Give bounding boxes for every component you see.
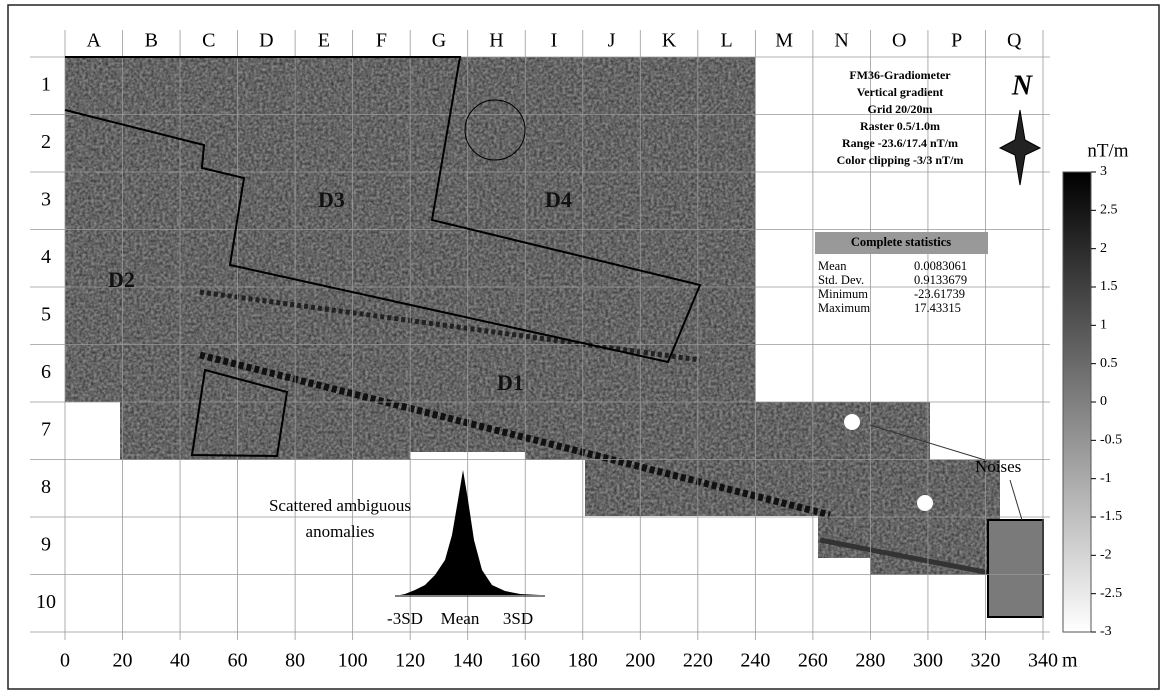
color-bar-label: -1.5 xyxy=(1100,509,1122,524)
column-label: D xyxy=(259,30,273,52)
x-tick-label: 320 xyxy=(970,650,1000,672)
stat-name: Minimum xyxy=(818,287,868,301)
color-bar-label: 1 xyxy=(1100,318,1107,333)
info-line: Vertical gradient xyxy=(857,85,944,99)
x-tick-label: 280 xyxy=(855,650,885,672)
zone-label: D1 xyxy=(497,370,524,395)
x-tick-label: 0 xyxy=(60,650,70,672)
noise-box xyxy=(988,520,1043,617)
x-tick-label: 100 xyxy=(338,650,368,672)
color-bar-label: -2.5 xyxy=(1100,586,1122,601)
info-line: Range -23.6/17.4 nT/m xyxy=(842,136,958,150)
x-tick-label: 80 xyxy=(285,650,305,672)
noise-spot xyxy=(844,414,860,430)
column-label: M xyxy=(775,30,793,52)
x-axis-unit: m xyxy=(1062,650,1078,672)
row-label: 4 xyxy=(41,246,51,268)
x-tick-label: 340 xyxy=(1028,650,1058,672)
row-label: 10 xyxy=(36,591,56,613)
color-bar-label: 2.5 xyxy=(1100,203,1118,218)
column-label: H xyxy=(489,30,503,52)
stats-title: Complete statistics xyxy=(851,235,951,249)
x-tick-label: 260 xyxy=(798,650,828,672)
row-label: 3 xyxy=(41,188,51,210)
zone-label: D2 xyxy=(108,267,135,292)
row-label: 9 xyxy=(41,533,51,555)
x-tick-label: 140 xyxy=(453,650,483,672)
column-label: F xyxy=(376,30,387,52)
x-tick-label: 160 xyxy=(510,650,540,672)
stat-name: Maximum xyxy=(818,301,870,315)
x-tick-label: 240 xyxy=(740,650,770,672)
north-arrow xyxy=(1000,110,1040,185)
histogram-label: -3SD xyxy=(387,609,423,628)
row-label: 7 xyxy=(41,418,51,440)
color-bar-label: 0 xyxy=(1100,394,1107,409)
north-label: N xyxy=(1011,70,1034,101)
zone-label: D4 xyxy=(545,187,572,212)
x-tick-label: 300 xyxy=(913,650,943,672)
noise-spot xyxy=(917,495,933,511)
column-label: P xyxy=(951,30,962,52)
column-label: B xyxy=(145,30,158,52)
info-line: Raster 0.5/1.0m xyxy=(860,119,940,133)
column-label: E xyxy=(318,30,330,52)
column-label: K xyxy=(662,30,677,52)
column-label: Q xyxy=(1007,30,1022,52)
row-label: 8 xyxy=(41,476,51,498)
column-label: A xyxy=(87,30,102,52)
column-label: I xyxy=(551,30,558,52)
stat-name: Std. Dev. xyxy=(818,273,864,287)
color-bar-unit: nT/m xyxy=(1087,140,1128,161)
row-label: 5 xyxy=(41,303,51,325)
histogram-label: Mean xyxy=(441,609,480,628)
annotation: Scattered ambiguous xyxy=(269,496,411,515)
column-label: C xyxy=(202,30,215,52)
annotation: anomalies xyxy=(306,522,375,541)
color-bar-label: 3 xyxy=(1100,164,1107,179)
stat-value: 0.9133679 xyxy=(914,273,967,287)
x-tick-label: 220 xyxy=(683,650,713,672)
column-label: G xyxy=(432,30,446,52)
column-label: O xyxy=(892,30,906,52)
x-tick-label: 200 xyxy=(625,650,655,672)
stat-value: -23.61739 xyxy=(914,287,965,301)
histogram xyxy=(400,470,540,595)
x-tick-label: 40 xyxy=(170,650,190,672)
info-line: Grid 20/20m xyxy=(868,102,933,116)
color-bar-label: -1 xyxy=(1100,471,1112,486)
x-tick-label: 60 xyxy=(228,650,248,672)
color-bar-label: 0.5 xyxy=(1100,356,1118,371)
column-label: J xyxy=(608,30,616,52)
x-tick-label: 120 xyxy=(395,650,425,672)
color-bar xyxy=(1063,172,1091,632)
color-bar-label: -2 xyxy=(1100,548,1112,563)
row-label: 2 xyxy=(41,131,51,153)
info-line: FM36-Gradiometer xyxy=(849,68,951,82)
zone-label: D3 xyxy=(318,187,345,212)
row-label: 6 xyxy=(41,361,51,383)
info-line: Color clipping -3/3 nT/m xyxy=(837,153,964,167)
column-label: L xyxy=(720,30,732,52)
stat-value: 0.0083061 xyxy=(914,259,967,273)
color-bar-label: 2 xyxy=(1100,241,1107,256)
color-bar-label: -3 xyxy=(1100,624,1112,639)
x-tick-label: 180 xyxy=(568,650,598,672)
histogram-label: 3SD xyxy=(503,609,533,628)
column-label: N xyxy=(834,30,848,52)
figure: N Complete statistics D1 D2 D3 D4 Noises… xyxy=(0,0,1167,692)
color-bar-label: -0.5 xyxy=(1100,433,1122,448)
row-label: 1 xyxy=(41,73,51,95)
annotation: Noises xyxy=(975,457,1021,476)
stat-name: Mean xyxy=(818,259,847,273)
stat-value: 17.43315 xyxy=(914,301,961,315)
x-tick-label: 20 xyxy=(113,650,133,672)
color-bar-label: 1.5 xyxy=(1100,279,1118,294)
